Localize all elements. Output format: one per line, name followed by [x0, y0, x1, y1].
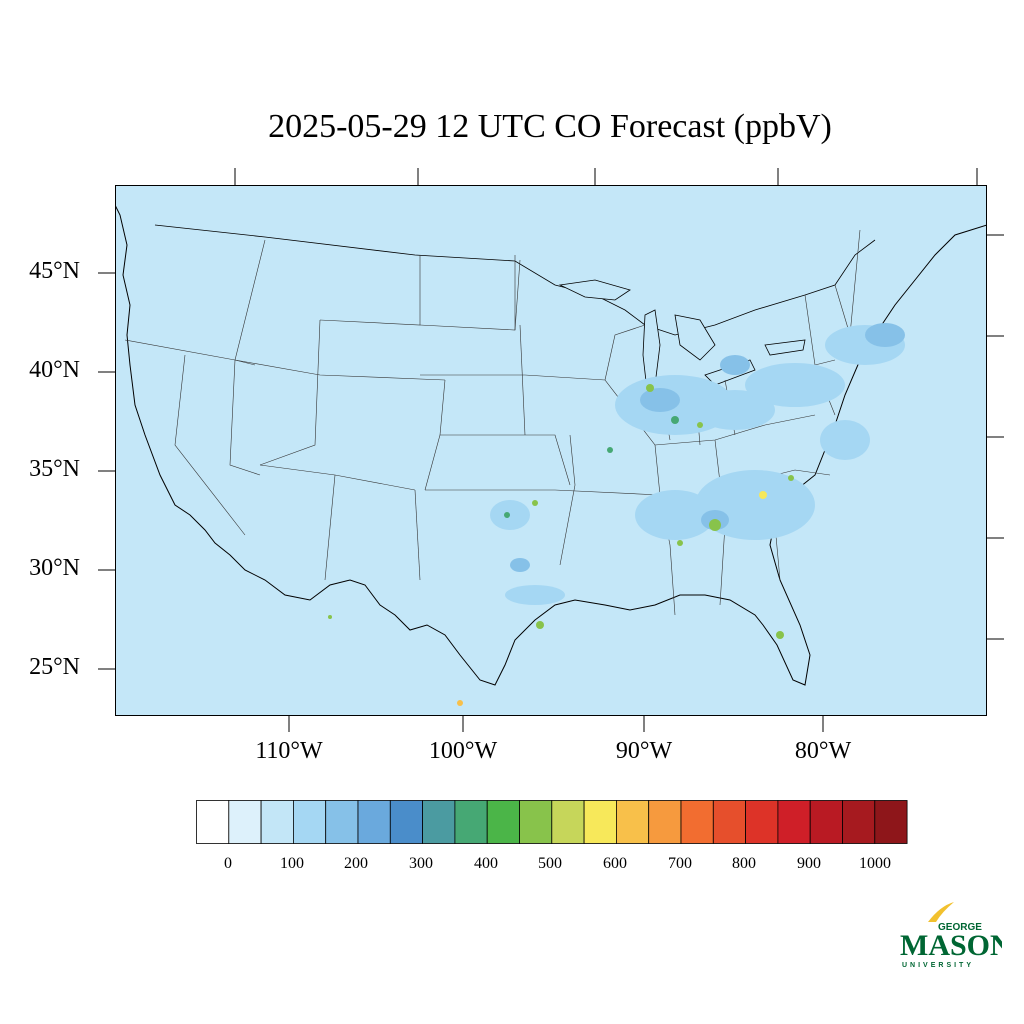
- colorbar-label: 500: [538, 855, 562, 872]
- lat-label-30n: 30°N: [29, 555, 80, 581]
- colorbar-label: 200: [344, 855, 368, 872]
- colorbar-label: 700: [668, 855, 692, 872]
- co-forecast-map: [115, 185, 987, 716]
- colorbar-swatch: [583, 800, 617, 844]
- colorbar-swatch: [389, 800, 424, 844]
- colorbar: [196, 800, 908, 844]
- lat-label-25n: 25°N: [29, 654, 80, 680]
- logo-main-text: MASON: [900, 929, 1002, 962]
- colorbar-label: 100: [280, 855, 304, 872]
- lon-label-110w: 110°W: [255, 738, 323, 764]
- logo-graphic: GEORGE MASON UNIVERSITY: [900, 902, 1012, 969]
- lat-label-40n: 40°N: [29, 357, 80, 383]
- colorbar-swatch: [422, 800, 456, 844]
- lake-huron: [674, 314, 716, 361]
- lon-label-100w: 100°W: [428, 738, 498, 764]
- colorbar-swatch: [874, 800, 908, 844]
- colorbar-swatch: [260, 800, 294, 844]
- map-frame: [115, 185, 987, 716]
- george-mason-logo: GEORGE MASON UNIVERSITY: [898, 900, 1012, 970]
- colorbar-swatch: [519, 800, 553, 844]
- colorbar-label: 800: [732, 855, 756, 872]
- colorbar-label: 0: [224, 855, 232, 872]
- map-canvas: [115, 185, 987, 716]
- logo-swoosh: [928, 902, 954, 922]
- colorbar-swatch: [486, 800, 520, 844]
- colorbar-swatch: [809, 800, 843, 844]
- colorbar-swatch: [454, 800, 488, 844]
- colorbar-label: 300: [409, 855, 433, 872]
- colorbar-swatch: [228, 800, 262, 844]
- colorbar-swatch: [745, 800, 779, 844]
- map-title: 2025-05-29 12 UTC CO Forecast (ppbV): [268, 108, 832, 145]
- co-concentration-patches: [328, 323, 905, 706]
- colorbar-label: 600: [603, 855, 627, 872]
- colorbar-swatch: [648, 800, 682, 844]
- lake-ontario: [764, 339, 806, 356]
- colorbar-swatch: [551, 800, 585, 844]
- colorbar-label: 1000: [859, 855, 891, 872]
- lat-label-35n: 35°N: [29, 456, 80, 482]
- colorbar-label: 400: [474, 855, 498, 872]
- colorbar-swatch: [357, 800, 391, 844]
- lon-label-90w: 90°W: [615, 738, 673, 764]
- colorbar-swatch: [615, 800, 650, 844]
- logo-bottom-text: UNIVERSITY: [902, 962, 974, 969]
- colorbar-swatch: [712, 800, 746, 844]
- colorbar-swatch: [293, 800, 327, 844]
- colorbar-swatch: [325, 800, 359, 844]
- colorbar-swatch: [842, 800, 876, 844]
- colorbar-swatch: [196, 800, 230, 844]
- lon-label-80w: 80°W: [794, 738, 852, 764]
- colorbar-swatch: [777, 800, 811, 844]
- logo-top-text: GEORGE: [938, 922, 982, 933]
- lake-superior: [558, 279, 631, 301]
- colorbar-swatch: [680, 800, 714, 844]
- colorbar-label: 900: [797, 855, 821, 872]
- lat-label-45n: 45°N: [29, 258, 80, 284]
